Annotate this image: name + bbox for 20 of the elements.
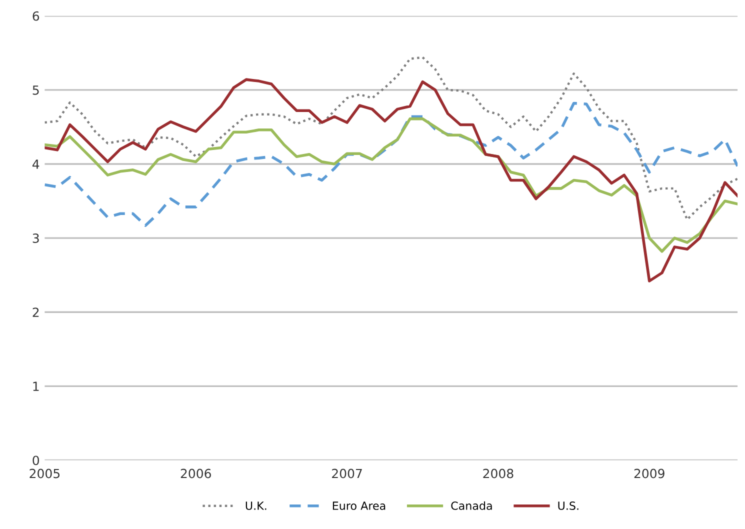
x-tick-label: 2009 [634, 468, 664, 478]
y-tick-label: 2 [32, 308, 39, 317]
x-tick-label: 2006 [180, 468, 211, 478]
y-tick-label: 5 [32, 86, 39, 95]
x-tick-label: 2005 [30, 468, 60, 478]
line-series [44, 56, 738, 221]
line-series [44, 102, 738, 227]
y-tick-label: 0 [32, 456, 40, 466]
line-series [44, 117, 738, 253]
y-tick-label: 1 [33, 382, 39, 391]
legend-label: Euro Area [332, 502, 386, 510]
line-series [44, 78, 738, 282]
legend-label: Canada [451, 501, 492, 510]
y-tick-label: 3 [32, 234, 39, 243]
legend-label: U.S. [558, 502, 578, 510]
x-tick-label: 2007 [332, 468, 362, 478]
y-tick-label: 6 [32, 11, 40, 21]
y-tick-label: 4 [32, 160, 40, 169]
legend-label: U.K. [246, 502, 266, 510]
x-tick-label: 2008 [483, 468, 514, 478]
